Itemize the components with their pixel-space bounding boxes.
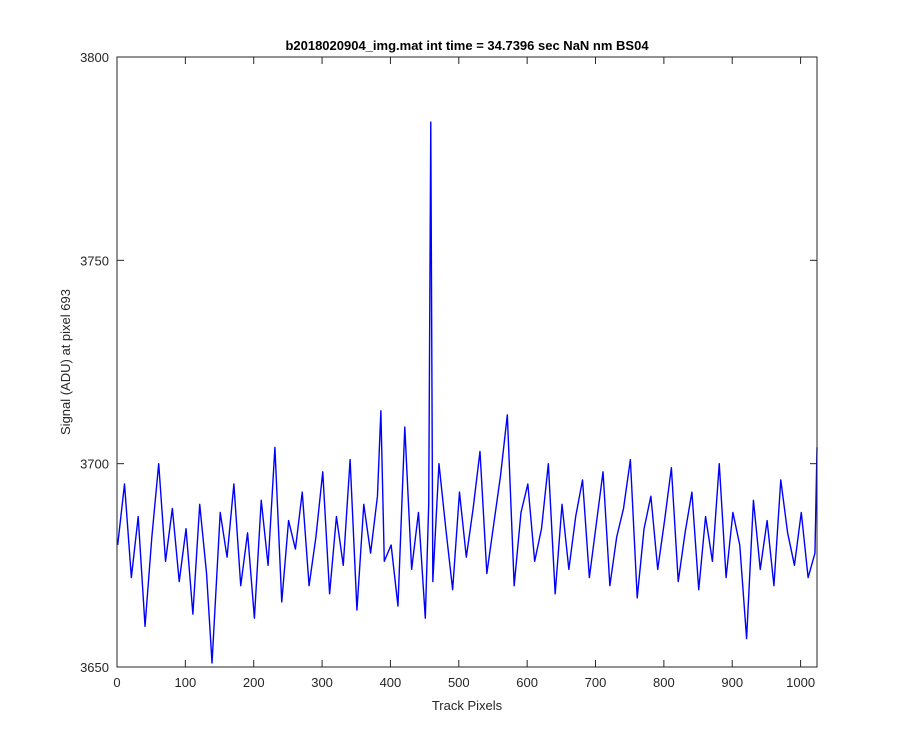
x-tick-label: 1000 bbox=[786, 675, 815, 690]
series-line-0 bbox=[116, 121, 818, 664]
y-axis-label: Signal (ADU) at pixel 693 bbox=[58, 289, 73, 435]
y-tick-label: 3650 bbox=[80, 660, 109, 675]
ticks-layer: 0 100 200 300 400 500 600 700 800 900 1000 3650 3700… bbox=[80, 50, 817, 690]
y-tick-label: 3800 bbox=[80, 50, 109, 65]
x-axis-label: Track Pixels bbox=[432, 698, 503, 713]
plot-frame bbox=[116, 56, 818, 668]
chart-title: b2018020904_img.mat int time = 34.7396 s… bbox=[285, 38, 649, 53]
x-tick-label: 200 bbox=[243, 675, 265, 690]
axes-layer bbox=[116, 56, 818, 668]
x-tick-label: 100 bbox=[175, 675, 197, 690]
x-tick-label: 600 bbox=[516, 675, 538, 690]
x-tick-label: 900 bbox=[721, 675, 743, 690]
x-tick-label: 700 bbox=[585, 675, 607, 690]
y-tick-label: 3750 bbox=[80, 253, 109, 268]
x-tick-label: 0 bbox=[113, 675, 120, 690]
y-tick-label: 3700 bbox=[80, 457, 109, 472]
series-layer bbox=[116, 121, 818, 664]
x-tick-label: 400 bbox=[380, 675, 402, 690]
x-tick-label: 300 bbox=[311, 675, 333, 690]
x-tick-label: 500 bbox=[448, 675, 470, 690]
x-tick-label: 800 bbox=[653, 675, 675, 690]
plot-background bbox=[117, 57, 817, 667]
